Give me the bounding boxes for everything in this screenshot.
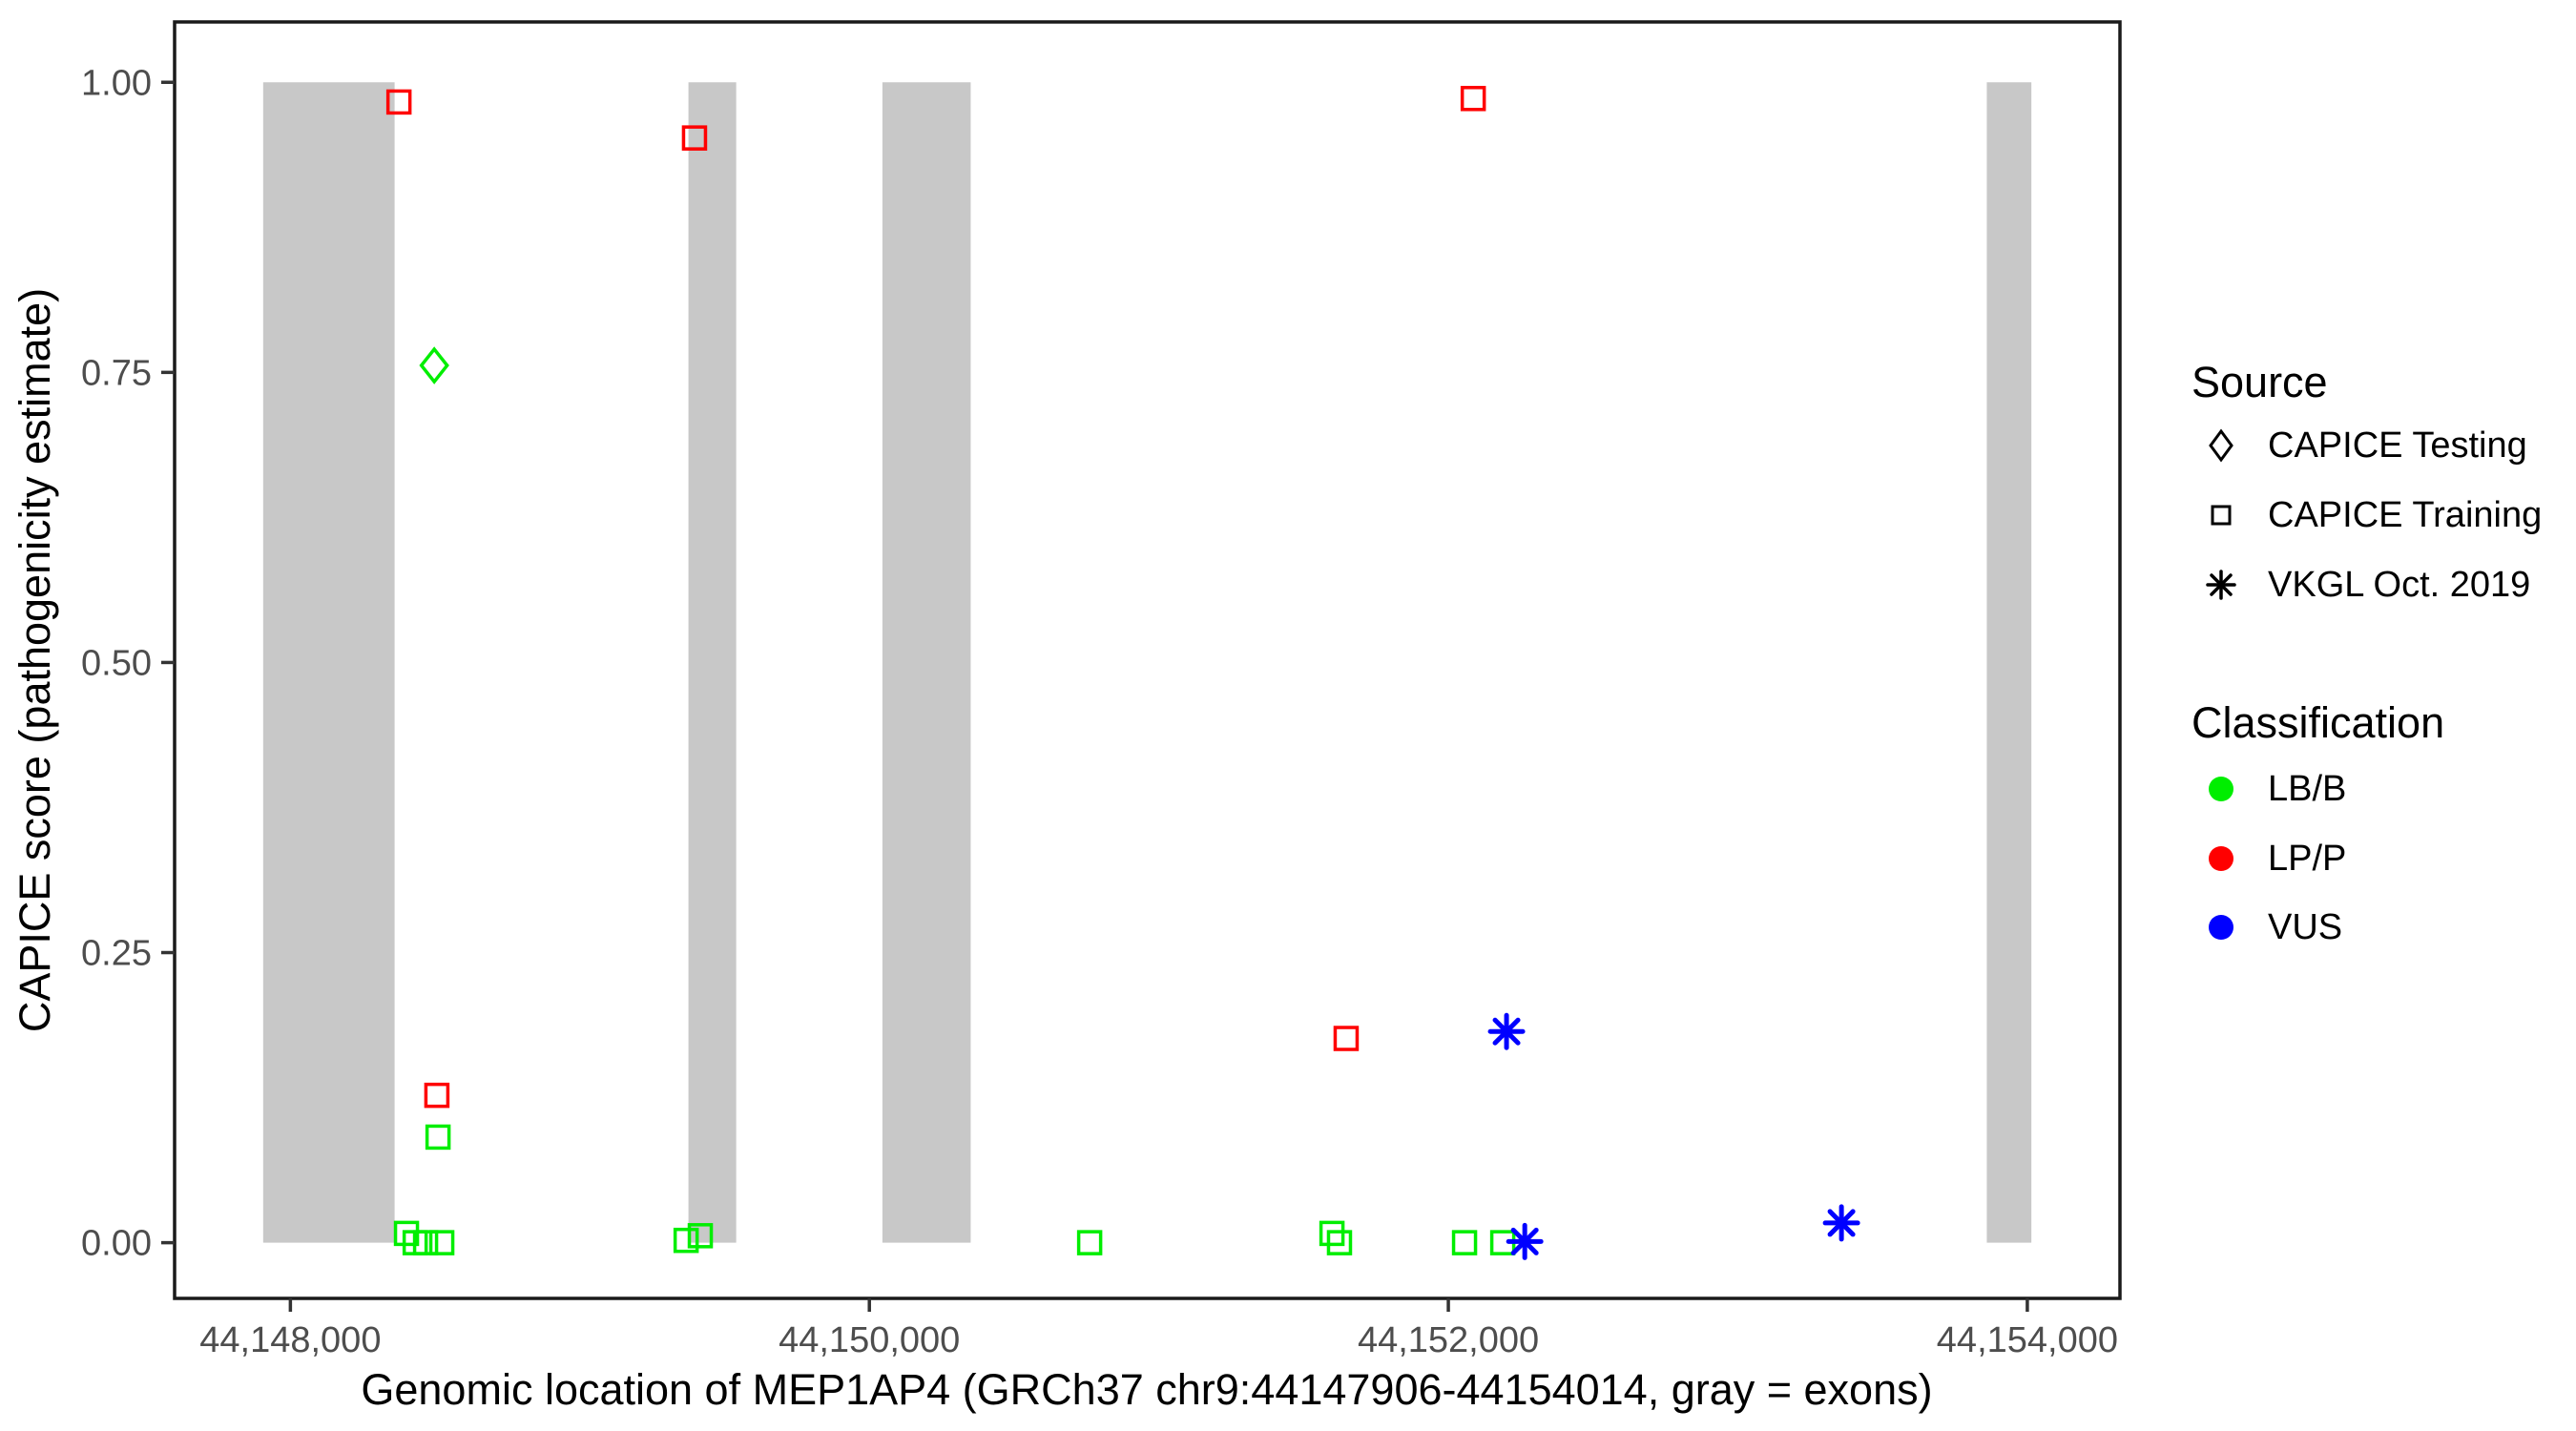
diamond-icon (2209, 428, 2233, 463)
legend-item-capice-testing: CAPICE Testing (2197, 423, 2527, 468)
x-axis-title: Genomic location of MEP1AP4 (GRCh37 chr9… (361, 1365, 1932, 1414)
x-tick-label: 44,148,000 (199, 1320, 381, 1360)
exon-bar (1986, 82, 2032, 1243)
data-point-square (681, 125, 708, 151)
blue-dot-icon (2209, 915, 2233, 940)
data-point-square (412, 1230, 439, 1255)
legend-item-lpp: LP/P (2197, 836, 2346, 881)
data-point-square (424, 1082, 450, 1109)
legend-item-label: CAPICE Training (2268, 494, 2543, 535)
exon-bar (262, 82, 395, 1243)
legend-item-capice-training: CAPICE Training (2197, 492, 2542, 538)
y-tick-label: 0.00 (81, 1224, 152, 1264)
exon-bars-layer (262, 82, 2032, 1243)
legend-item-lbb: LB/B (2197, 766, 2346, 812)
x-tick-label: 44,150,000 (779, 1320, 960, 1360)
data-points-layer (385, 86, 1860, 1260)
data-point-asterisk (1822, 1204, 1860, 1242)
red-dot-icon (2209, 846, 2233, 871)
plot-panel-border (173, 20, 2122, 1300)
legend-item-label: VKGL Oct. 2019 (2268, 564, 2531, 605)
data-point-square (428, 1230, 455, 1255)
y-tick-label: 0.50 (81, 643, 152, 683)
legend-item-vus: VUS (2197, 904, 2342, 950)
legend-item-label: CAPICE Testing (2268, 425, 2527, 466)
legend-item-label: VUS (2268, 906, 2343, 947)
green-dot-icon (2209, 777, 2233, 801)
square-icon (2211, 505, 2232, 526)
data-point-square (1451, 1230, 1478, 1255)
axis-ticks-layer: 44,148,000 44,150,000 44,152,000 44,154,000… (81, 63, 2118, 1360)
legend-item-label: LB/B (2268, 768, 2347, 809)
data-point-square (1326, 1230, 1353, 1255)
legend-classification-title: Classification (2192, 698, 2445, 747)
data-point-diamond (419, 346, 449, 384)
data-point-square (1333, 1026, 1360, 1051)
data-point-square (393, 1220, 420, 1247)
y-tick-label: 0.25 (81, 934, 152, 974)
legend-item-vkgl: VKGL Oct. 2019 (2197, 562, 2530, 608)
legend-source-title: Source (2192, 358, 2328, 406)
y-tick-label: 1.00 (81, 63, 152, 103)
y-tick-label: 0.75 (81, 353, 152, 393)
data-point-square (1076, 1230, 1103, 1255)
exon-bar (882, 82, 971, 1243)
legend-item-label: LP/P (2268, 838, 2347, 879)
x-tick-label: 44,154,000 (1937, 1320, 2118, 1360)
exon-bar (688, 82, 737, 1243)
data-point-square (673, 1227, 699, 1254)
y-axis-title: CAPICE score (pathogenicity estimate) (10, 288, 59, 1032)
data-point-square (687, 1223, 714, 1249)
data-point-square (385, 89, 412, 115)
data-point-square (1460, 86, 1486, 112)
data-point-square (425, 1124, 451, 1151)
asterisk-icon (2206, 570, 2236, 600)
data-point-square (1319, 1220, 1345, 1247)
data-point-asterisk (1487, 1012, 1526, 1050)
x-tick-label: 44,152,000 (1358, 1320, 1539, 1360)
data-point-asterisk (1506, 1222, 1544, 1260)
